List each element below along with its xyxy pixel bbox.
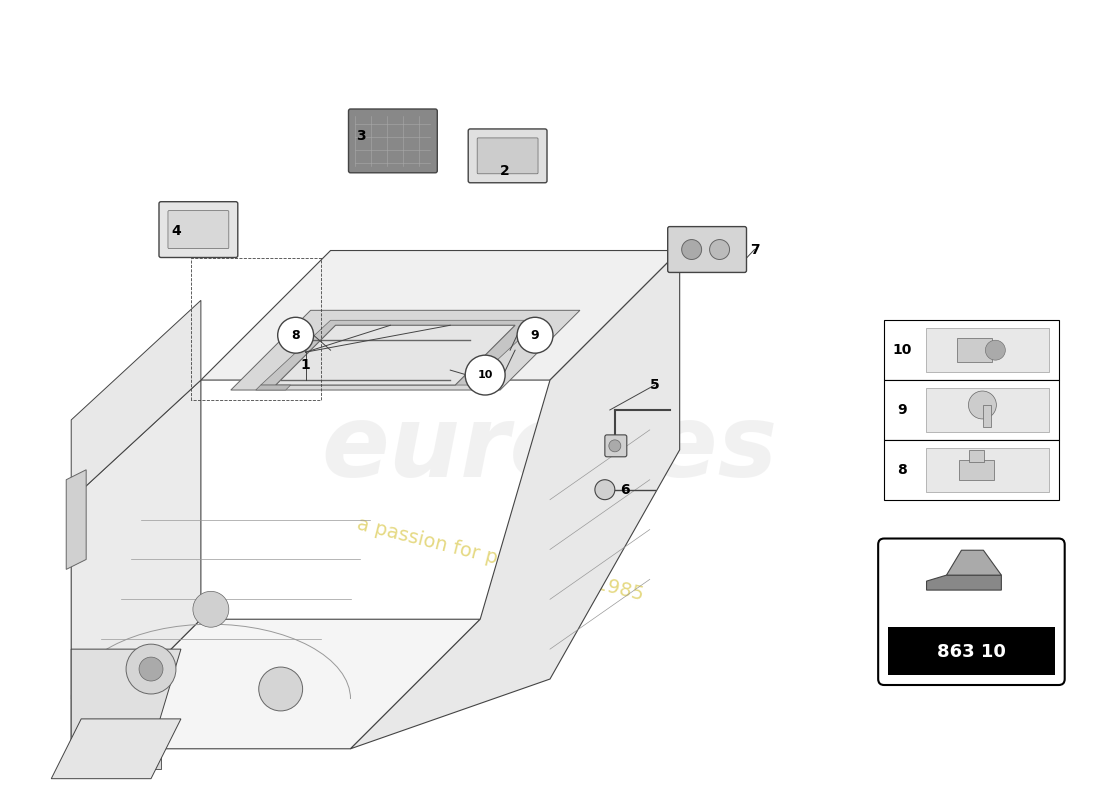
- Bar: [884, 320, 1058, 380]
- Text: 7: 7: [750, 242, 759, 257]
- Circle shape: [465, 355, 505, 395]
- FancyBboxPatch shape: [168, 210, 229, 249]
- Text: 8: 8: [898, 462, 907, 477]
- Polygon shape: [72, 300, 201, 500]
- Text: 10: 10: [892, 343, 912, 357]
- Polygon shape: [66, 749, 161, 769]
- Text: 3: 3: [355, 129, 365, 143]
- FancyBboxPatch shape: [605, 435, 627, 457]
- Bar: [884, 380, 1058, 440]
- Text: 4: 4: [172, 223, 180, 238]
- Bar: [957, 338, 992, 362]
- Circle shape: [277, 318, 313, 353]
- Bar: [926, 388, 1048, 432]
- Polygon shape: [52, 719, 180, 778]
- Bar: [884, 440, 1058, 500]
- Text: 5: 5: [650, 378, 660, 392]
- Bar: [959, 460, 994, 480]
- Circle shape: [139, 657, 163, 681]
- Bar: [888, 626, 1055, 675]
- FancyBboxPatch shape: [349, 109, 438, 173]
- FancyBboxPatch shape: [160, 202, 238, 258]
- FancyBboxPatch shape: [477, 138, 538, 174]
- Circle shape: [986, 340, 1005, 360]
- Polygon shape: [72, 380, 201, 749]
- FancyBboxPatch shape: [878, 538, 1065, 685]
- Polygon shape: [276, 326, 515, 385]
- Circle shape: [258, 667, 303, 711]
- Polygon shape: [231, 310, 580, 390]
- Polygon shape: [201, 250, 680, 380]
- Text: europes: europes: [322, 402, 778, 498]
- Circle shape: [682, 239, 702, 259]
- Polygon shape: [261, 320, 540, 385]
- Circle shape: [126, 644, 176, 694]
- Bar: [926, 328, 1048, 372]
- Circle shape: [517, 318, 553, 353]
- Polygon shape: [926, 575, 1001, 590]
- Circle shape: [968, 391, 997, 419]
- Circle shape: [192, 591, 229, 627]
- Text: 6: 6: [620, 482, 629, 497]
- Circle shape: [609, 440, 620, 452]
- Bar: [969, 450, 984, 462]
- FancyBboxPatch shape: [668, 226, 747, 273]
- Polygon shape: [351, 250, 680, 749]
- Text: 9: 9: [898, 403, 906, 417]
- Polygon shape: [72, 619, 481, 749]
- Bar: [926, 448, 1048, 492]
- Text: a passion for parts since 1985: a passion for parts since 1985: [355, 514, 646, 604]
- Polygon shape: [72, 649, 180, 749]
- Text: 2: 2: [500, 164, 510, 178]
- Polygon shape: [255, 385, 290, 390]
- Text: 1: 1: [300, 358, 310, 372]
- Text: 10: 10: [477, 370, 493, 380]
- Text: 863 10: 863 10: [937, 643, 1005, 661]
- Circle shape: [710, 239, 729, 259]
- Circle shape: [595, 480, 615, 500]
- Bar: [983, 405, 991, 427]
- FancyBboxPatch shape: [469, 129, 547, 182]
- Text: 9: 9: [530, 329, 539, 342]
- Polygon shape: [946, 550, 1001, 575]
- Polygon shape: [66, 470, 86, 570]
- Text: 8: 8: [292, 329, 300, 342]
